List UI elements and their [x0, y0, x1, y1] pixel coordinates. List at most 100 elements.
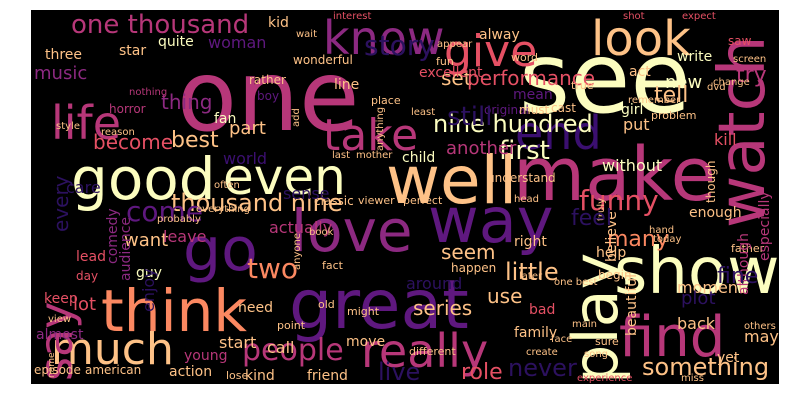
word-performance: performance: [467, 66, 596, 90]
word-viewer: viewer: [358, 194, 395, 207]
word-good: good: [71, 145, 216, 213]
word-care: care: [66, 178, 101, 197]
word-boy: boy: [257, 89, 280, 103]
word-cloud: one see make watch show love great think well goo…: [31, 10, 779, 384]
word-keep: keep: [44, 291, 78, 307]
word-enjoy: enjoy: [139, 267, 158, 312]
word-set: set: [441, 66, 472, 90]
word-find: find: [619, 305, 726, 370]
word-part: part: [229, 118, 266, 139]
word-one: one: [177, 40, 360, 154]
word-three: three: [45, 47, 83, 63]
word-everything: everything: [196, 204, 250, 215]
word-problem: problem: [651, 109, 697, 122]
word-one-best: one best: [554, 277, 598, 288]
word-true: true: [571, 79, 594, 92]
word-enough: enough: [689, 205, 742, 221]
word-use: use: [487, 284, 523, 308]
word-today: today: [653, 234, 682, 245]
word-saw: saw: [728, 34, 752, 48]
word-others: others: [744, 321, 776, 332]
word-start: start: [219, 333, 257, 352]
word-book: book: [309, 227, 334, 238]
word-reason: reason: [101, 127, 135, 138]
word-many: many: [607, 227, 669, 252]
word-two: two: [247, 252, 299, 285]
word-never: never: [508, 354, 577, 382]
word-series: series: [413, 296, 473, 320]
word-must: must: [519, 103, 550, 117]
word-back: back: [677, 314, 716, 333]
word-mean: mean: [513, 87, 553, 103]
word-interest: interest: [333, 11, 372, 22]
word-take: take: [323, 110, 419, 161]
word-miss: miss: [681, 373, 704, 384]
word-well: well: [386, 142, 518, 219]
word-young: young: [184, 348, 228, 364]
word-new: new: [665, 72, 703, 93]
word-star: star: [119, 43, 147, 59]
word-lead: lead: [76, 249, 106, 265]
word-often: often: [214, 180, 240, 191]
word-point: point: [277, 319, 306, 332]
word-least: least: [411, 107, 436, 118]
word-nothing: nothing: [129, 87, 168, 98]
word-little: little: [505, 258, 559, 286]
word-woman: woman: [208, 33, 267, 52]
word-head: head: [514, 194, 539, 205]
word-one-thousand: one thousand: [71, 10, 250, 40]
word-shot: shot: [623, 11, 645, 22]
word-main: main: [572, 319, 597, 330]
word-word: word: [511, 51, 539, 64]
word-dvd: dvd: [707, 82, 726, 93]
word-great: great: [289, 266, 469, 345]
word-change: change: [713, 77, 750, 88]
word-kind: kind: [245, 368, 275, 384]
word-act: act: [629, 64, 651, 80]
word-excellent: excellent: [419, 65, 483, 81]
word-live: live: [378, 358, 421, 384]
word-expect: expect: [682, 11, 716, 22]
word-girl: girl: [621, 102, 644, 118]
word-action: action: [169, 364, 213, 380]
word-original: original: [484, 103, 529, 117]
word-write: write: [677, 49, 713, 65]
word-look: look: [591, 11, 691, 67]
word-remember: remember: [628, 95, 681, 106]
word-leave: leave: [163, 227, 207, 246]
word-even: even: [223, 148, 346, 206]
word-anyone: anyone: [292, 233, 303, 271]
word-mother: mother: [356, 150, 393, 161]
word-thing: thing: [161, 90, 213, 114]
word-classic: classic: [314, 194, 354, 208]
word-friend: friend: [307, 368, 348, 384]
word-might: might: [347, 305, 380, 318]
word-see: see: [519, 22, 691, 136]
word-begin: begin: [598, 268, 632, 282]
word-experience: experience: [577, 373, 633, 384]
word-name: name: [47, 352, 57, 379]
word-much: much: [51, 324, 174, 375]
word-plot: plot: [681, 288, 716, 309]
word-fine: fine: [717, 264, 759, 289]
word-around: around: [406, 274, 463, 293]
word-style: style: [56, 121, 80, 132]
word-something: something: [642, 353, 770, 381]
word-bad: bad: [529, 302, 556, 318]
word-feel: feel: [571, 206, 612, 231]
word-tell: tell: [654, 83, 689, 108]
word-different: different: [409, 345, 456, 358]
word-beautiful: beautiful: [624, 274, 640, 337]
word-move: move: [346, 334, 386, 350]
word-fact: fact: [322, 259, 343, 272]
word-seem: seem: [441, 240, 496, 264]
word-appear: appear: [437, 39, 473, 50]
word-especially: especially: [757, 191, 773, 261]
word-funny: funny: [579, 184, 659, 217]
word-anything: anything: [375, 106, 386, 151]
word-life: life: [51, 96, 122, 150]
word-nine-hundred: nine hundred: [433, 110, 593, 138]
word-sense: sense: [283, 184, 330, 203]
word-view: view: [48, 314, 72, 325]
word-people: people: [242, 333, 344, 368]
